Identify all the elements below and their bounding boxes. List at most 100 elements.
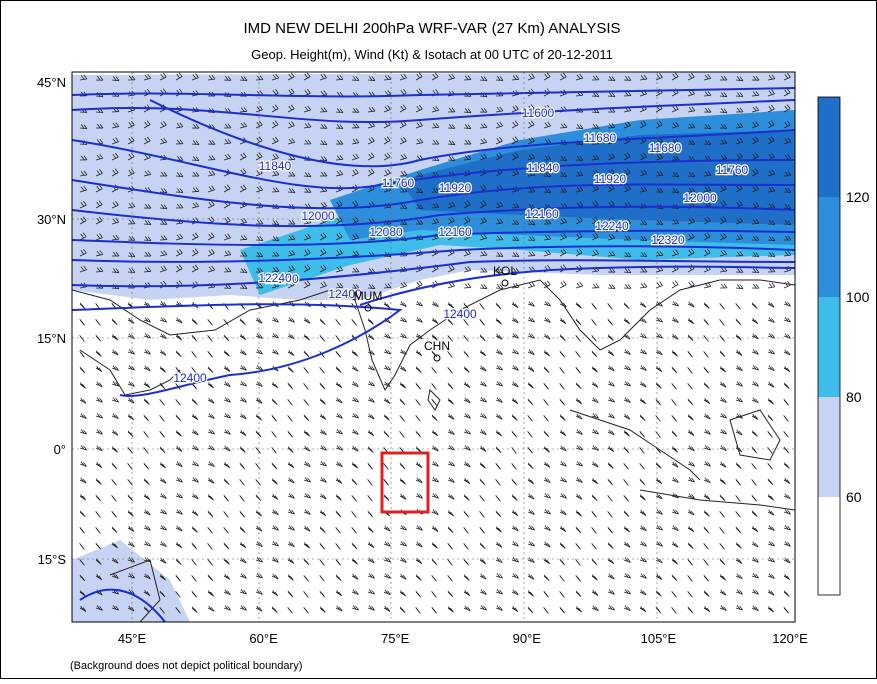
wind-barb <box>671 249 679 257</box>
wind-barb <box>607 445 615 453</box>
wind-barb <box>95 558 102 565</box>
wind-barb <box>319 367 325 374</box>
wind-barb <box>159 171 168 177</box>
wind-barb <box>95 478 102 485</box>
wind-barb <box>495 333 503 340</box>
wind-barb <box>479 200 487 209</box>
wind-barb <box>271 136 279 145</box>
wind-barb <box>207 248 215 257</box>
wind-barb <box>623 365 631 371</box>
wind-barb <box>639 525 647 532</box>
wind-barb <box>191 73 199 81</box>
contour-label: 12080 <box>369 225 403 239</box>
wind-barb <box>687 318 695 325</box>
wind-barb <box>591 589 599 596</box>
wind-barb <box>687 301 695 308</box>
wind-barb <box>367 284 376 289</box>
wind-barb <box>687 248 695 257</box>
wind-barb <box>447 606 454 613</box>
wind-barb <box>367 589 376 595</box>
wind-barb <box>479 138 488 145</box>
wind-barb <box>159 462 167 469</box>
wind-barb <box>287 382 294 390</box>
wind-barb <box>127 317 135 324</box>
wind-barb <box>527 525 535 531</box>
wind-barb <box>415 104 423 113</box>
wind-barb <box>111 76 120 82</box>
wind-barb <box>383 605 391 612</box>
wind-barb <box>351 123 360 129</box>
wind-barb <box>559 72 567 81</box>
wind-barb <box>527 398 534 406</box>
wind-barb <box>399 557 407 563</box>
wind-barb <box>239 365 247 371</box>
wind-barb <box>783 204 792 210</box>
wind-barb <box>479 303 485 310</box>
wind-barb <box>175 172 184 178</box>
wind-barb <box>287 349 295 356</box>
wind-barb <box>271 478 278 485</box>
wind-barb <box>767 430 773 438</box>
wind-barb <box>495 526 502 533</box>
wind-barb <box>495 479 501 486</box>
wind-barb <box>543 350 551 357</box>
wind-barb <box>559 367 565 374</box>
wind-barb <box>335 494 342 501</box>
wind-barb <box>335 155 344 161</box>
wind-barb <box>191 509 199 516</box>
wind-barb <box>335 605 343 612</box>
wind-barb <box>415 350 423 357</box>
wind-barb <box>447 334 453 342</box>
wind-barb <box>495 494 501 502</box>
wind-barb <box>735 573 743 580</box>
wind-barb <box>623 381 631 387</box>
wind-barb <box>639 219 648 225</box>
wind-barb <box>303 264 311 273</box>
wind-barb <box>463 75 472 81</box>
wind-barb <box>559 187 568 193</box>
wind-barb <box>511 365 519 371</box>
wind-barb <box>559 172 568 178</box>
wind-barb <box>783 462 790 469</box>
wind-barb <box>751 381 759 387</box>
wind-barb <box>479 605 487 611</box>
wind-barb <box>607 429 615 436</box>
wind-barb <box>191 248 199 257</box>
wind-barb <box>415 541 423 548</box>
wind-barb <box>79 382 86 389</box>
wind-barb <box>671 399 677 406</box>
wind-barb <box>607 303 613 310</box>
wind-barb <box>655 171 664 177</box>
wind-barb <box>703 510 710 517</box>
wind-barb <box>735 511 741 518</box>
wind-barb <box>383 414 390 421</box>
wind-barb <box>351 381 359 387</box>
colorbar-frame <box>817 96 841 596</box>
wind-barb <box>159 493 167 499</box>
wind-barb <box>175 430 182 437</box>
wind-barb <box>719 381 727 388</box>
wind-barb <box>319 281 327 289</box>
city-marker <box>501 279 509 287</box>
wind-barb <box>575 73 584 81</box>
wind-barb <box>767 186 776 193</box>
wind-barb <box>703 124 712 130</box>
wind-barb <box>367 495 373 502</box>
wind-barb <box>495 284 504 289</box>
wind-barb <box>271 281 280 289</box>
wind-barb <box>703 429 711 435</box>
wind-barb <box>543 590 549 598</box>
wind-barb <box>543 414 549 422</box>
wind-barb <box>479 558 487 565</box>
wind-barb <box>175 139 184 145</box>
wind-barb <box>703 302 710 309</box>
wind-barb <box>559 477 568 483</box>
wind-barb <box>751 479 757 486</box>
wind-barb <box>367 557 375 564</box>
wind-barb <box>463 527 469 534</box>
wind-barb <box>767 252 776 257</box>
wind-barb <box>559 430 567 437</box>
wind-barb <box>783 493 791 500</box>
wind-barb <box>319 107 328 113</box>
wind-barb <box>479 267 488 273</box>
